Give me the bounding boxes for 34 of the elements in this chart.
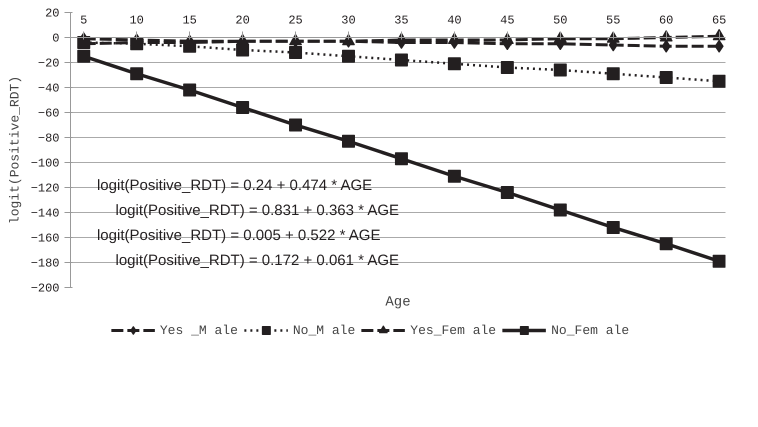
x-tick-label: 60 xyxy=(658,14,674,28)
y-tick-label: −140 xyxy=(30,206,60,220)
x-tick-label: 20 xyxy=(235,14,250,28)
x-tick-label: 5 xyxy=(80,14,88,28)
x-tick-label: 45 xyxy=(500,14,515,28)
x-tick-label: 30 xyxy=(341,14,356,28)
legend-label: Yes_Fem ale xyxy=(410,322,496,338)
x-tick-label: 25 xyxy=(288,14,303,28)
x-tick-label: 55 xyxy=(606,14,620,28)
legend-label: No_M ale xyxy=(292,322,356,338)
y-tick-label: −180 xyxy=(30,256,60,270)
y-tick-label: −60 xyxy=(38,106,60,120)
x-tick-label: 65 xyxy=(712,14,726,28)
y-tick-label: −120 xyxy=(30,182,60,196)
y-tick-label: 0 xyxy=(52,32,60,46)
y-tick-label: −40 xyxy=(38,82,60,96)
annotation: logit(Positive_RDT) = 0.172 + 0.061 * AGE xyxy=(116,252,399,269)
y-tick-label: −200 xyxy=(30,282,60,296)
x-tick-label: 50 xyxy=(553,14,568,28)
annotation: logit(Positive_RDT) = 0.24 + 0.474 * AGE xyxy=(96,176,372,194)
x-tick-label: 35 xyxy=(394,14,409,28)
x-tick-label: 10 xyxy=(129,14,144,28)
annotation: logit(Positive_RDT) = 0.831 + 0.363 * AGE xyxy=(116,202,399,219)
y-tick-label: −160 xyxy=(30,232,60,246)
x-tick-label: 15 xyxy=(182,14,197,28)
y-tick-label: −100 xyxy=(30,156,60,170)
x-tick-label: 40 xyxy=(447,14,462,28)
annotation: logit(Positive_RDT) = 0.005 + 0.522 * AGE xyxy=(96,226,380,244)
legend-label: Yes _M ale xyxy=(160,322,238,338)
legend-label: No_Fem ale xyxy=(551,322,630,338)
y-tick-label: −20 xyxy=(38,56,60,70)
y-axis-title: logit(Positive_RDT) xyxy=(8,76,23,224)
y-tick-label: −80 xyxy=(38,132,60,146)
x-axis-title: Age xyxy=(385,294,411,310)
